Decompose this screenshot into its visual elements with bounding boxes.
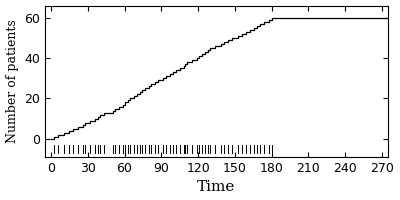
Y-axis label: Number of patients: Number of patients [6, 19, 18, 143]
X-axis label: Time: Time [197, 180, 236, 194]
